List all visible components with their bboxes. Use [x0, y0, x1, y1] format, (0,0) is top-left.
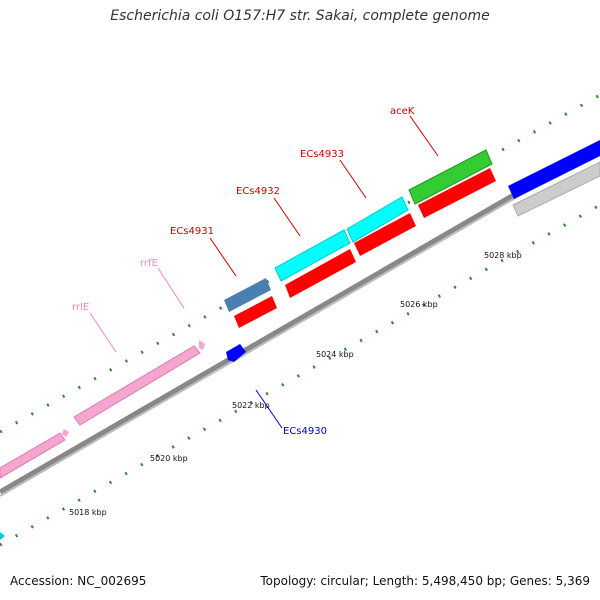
gene-label-ECs4931: ECs4931: [170, 226, 214, 237]
feature-rrlE[interactable]: [73, 345, 201, 426]
gene-label-rrfE: rrfE: [140, 258, 158, 269]
feature-ECs4932[interactable]: [274, 229, 351, 282]
feature-gray-right[interactable]: [512, 161, 600, 217]
feature-rrfE[interactable]: [199, 340, 205, 350]
feature-red-1[interactable]: [234, 296, 277, 328]
scale-label-5028: 5028 kbp: [484, 251, 522, 260]
feature-aceK[interactable]: [408, 149, 493, 205]
feature-red-2[interactable]: [285, 249, 356, 298]
feature-ECs4930[interactable]: [226, 344, 246, 362]
scale-label-5024: 5024 kbp: [316, 350, 354, 359]
backbone-line-inner: [0, 148, 600, 497]
feature-red-3[interactable]: [354, 213, 416, 256]
scale-label-5022: 5022 kbp: [232, 401, 270, 410]
scale-label-5018: 5018 kbp: [69, 508, 107, 517]
gene-label-ECs4933: ECs4933: [300, 149, 344, 160]
feature-blue-right[interactable]: [508, 140, 600, 199]
scale-label-5020: 5020 kbp: [150, 454, 188, 463]
map-title: Escherichia coli O157:H7 str. Sakai, com…: [110, 8, 490, 24]
gene-label-ECs4932: ECs4932: [236, 186, 280, 197]
gene-label-rrlE: rrlE: [72, 302, 89, 313]
scale-label-5026: 5026 kbp: [400, 300, 438, 309]
backbone-line: [0, 142, 600, 495]
accession-text: Accession: NC_002695: [10, 574, 147, 588]
callout-lines: [89, 115, 439, 429]
gene-label-aceK: aceK: [390, 106, 415, 117]
feature-rRNA-small[interactable]: [62, 429, 69, 437]
feature-ECs4931[interactable]: [224, 278, 271, 312]
feature-ECs4933[interactable]: [346, 196, 409, 243]
feature-rRNA-left[interactable]: [0, 432, 66, 479]
feature-cyan-corner[interactable]: [0, 532, 5, 540]
summary-text: Topology: circular; Length: 5,498,450 bp…: [260, 574, 590, 588]
gene-label-ECs4930: ECs4930: [283, 426, 327, 437]
feature-red-4[interactable]: [418, 168, 496, 218]
